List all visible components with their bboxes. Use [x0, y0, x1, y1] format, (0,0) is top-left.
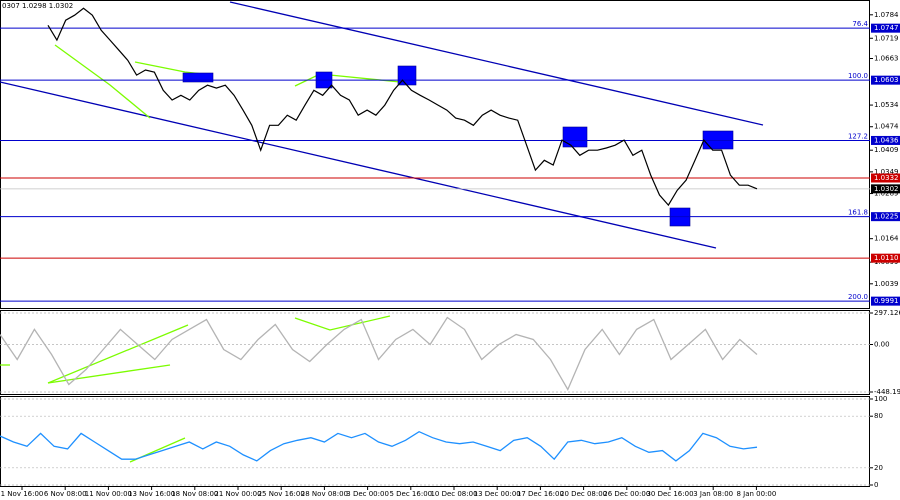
y-tick-label: 1.0349 [874, 168, 899, 176]
level-label: 1.0110 [874, 254, 899, 262]
level-label: 1.0225 [874, 213, 899, 221]
y-tick-label: 1.0289 [874, 190, 899, 198]
y-tick-label: 297.1261 [874, 309, 900, 317]
y-tick-label: 1.0474 [874, 123, 899, 131]
x-tick-label: 13 Dec 00:00 [474, 490, 521, 498]
level-box [871, 253, 900, 263]
level-label: 1.0603 [874, 76, 899, 84]
level-box [871, 75, 900, 85]
level-label: 0.9991 [874, 297, 899, 305]
panel-borders [0, 0, 870, 487]
fib-label: 200.0 [848, 293, 868, 301]
x-tick-label: 25 Nov 16:00 [258, 490, 305, 498]
x-tick-label: 28 Nov 08:00 [301, 490, 348, 498]
x-tick-label: 26 Dec 00:00 [603, 490, 650, 498]
fib-label: 76.4 [852, 20, 868, 28]
header: 0307 1.0298 1.0302 [2, 2, 73, 10]
y-tick-label: 1.0784 [874, 11, 899, 19]
y-tick-label: 0.00 [874, 340, 890, 348]
y-tick-label: 100 [874, 395, 887, 403]
x-tick-label: 8 Jan 00:00 [736, 490, 776, 498]
level-box [871, 23, 900, 33]
channel-upper [229, 1, 764, 126]
y-tick-label: 0 [874, 481, 878, 489]
level-box [871, 212, 900, 222]
y-tick-label: 1.0719 [874, 34, 899, 42]
y-tick-label: 80 [874, 412, 883, 420]
x-tick-label: 17 Dec 16:00 [517, 490, 564, 498]
fib-label: 100.0 [848, 72, 868, 80]
x-tick-label: 5 Dec 16:00 [389, 490, 432, 498]
level-label: 1.0332 [874, 174, 899, 182]
level-box [871, 135, 900, 145]
last-price-box [871, 184, 900, 194]
series-line [0, 316, 758, 391]
x-tick-label: 10 Dec 08:00 [430, 490, 477, 498]
x-tick-label: 20 Dec 08:00 [560, 490, 607, 498]
x-tick-label: 6 Nov 08:00 [44, 490, 87, 498]
x-tick-label: 3 Jan 08:00 [693, 490, 733, 498]
y-tick-label: 1.0164 [874, 235, 899, 243]
level-label: 1.0436 [874, 136, 899, 144]
x-tick-label: 1 Nov 16:00 [1, 490, 44, 498]
y-tick-label: 1.0039 [874, 280, 899, 288]
x-tick-label: 30 Dec 16:00 [646, 490, 693, 498]
y-tick-label: 1.0663 [874, 54, 899, 62]
last-price-label: 1.0302 [874, 185, 899, 193]
y-tick-label: 1.0534 [874, 101, 899, 109]
x-tick-label: 21 Nov 00:00 [214, 490, 261, 498]
y-tick-label: 20 [874, 464, 883, 472]
fib-label: 127.2 [848, 132, 868, 140]
series-line [0, 430, 758, 462]
level-label: 1.0747 [874, 24, 899, 32]
channel-lower [0, 81, 717, 249]
x-tick-label: 11 Nov 00:00 [85, 490, 132, 498]
level-box [871, 296, 900, 306]
series-line [47, 7, 758, 207]
fib-label: 161.8 [848, 209, 868, 217]
y-tick-label: 1.0409 [874, 146, 899, 154]
level-box [871, 173, 900, 183]
x-tick-label: 18 Nov 08:00 [171, 490, 218, 498]
y-tick-label: -448.195 [874, 388, 900, 396]
x-tick-label: 3 Dec 00:00 [346, 490, 389, 498]
x-tick-label: 13 Nov 16:00 [128, 490, 175, 498]
